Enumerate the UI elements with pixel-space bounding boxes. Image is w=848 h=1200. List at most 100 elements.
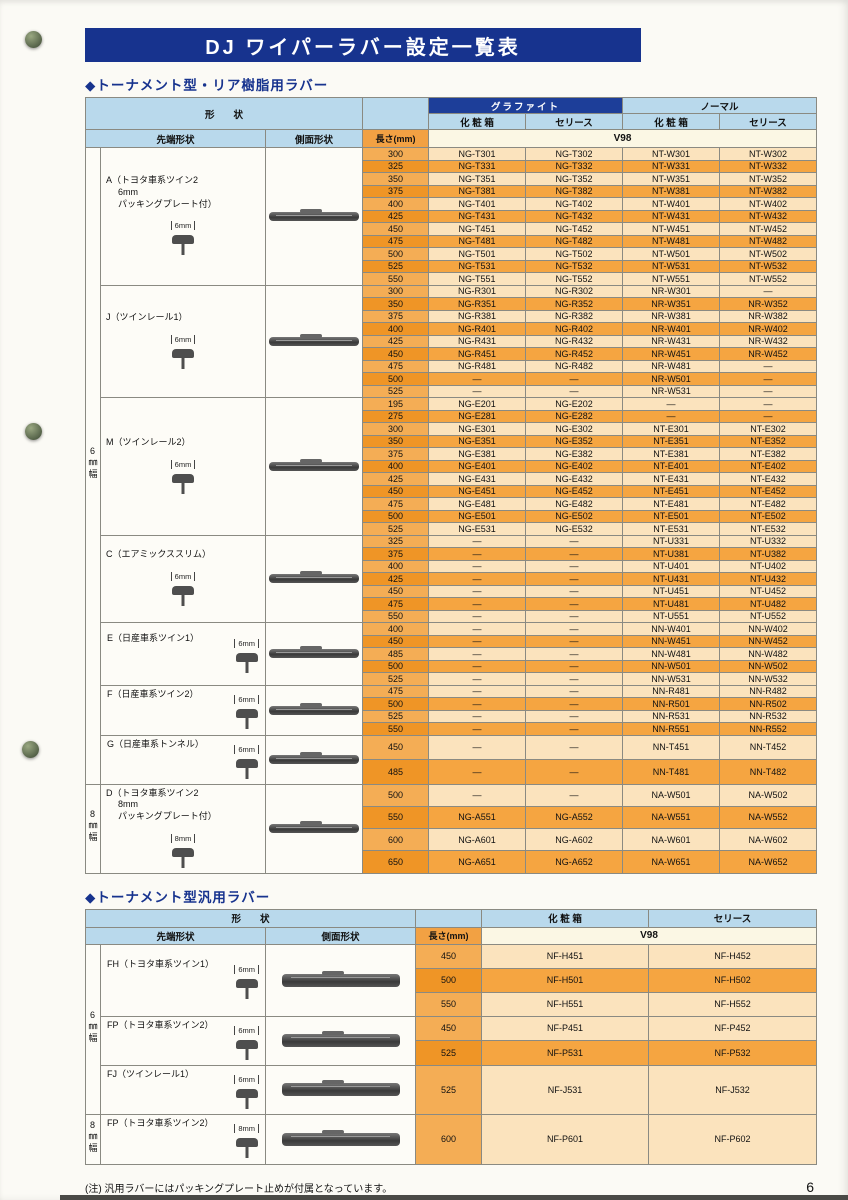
part-number-cell: NT-W351 — [622, 172, 721, 186]
length-cell: 325 — [362, 159, 430, 173]
table-row: 350 NG-R351 NG-R352 NR-W351 NR-W352 — [86, 297, 818, 311]
part-number-cell: NF-H502 — [648, 967, 818, 993]
tip-width-dimension: 6mm — [170, 572, 196, 582]
tip-shape-content: D（トヨタ車系ツイン2 8mm パッキングプレート付） 8mm — [102, 785, 265, 872]
part-number-cell: NT-U382 — [719, 547, 818, 561]
group-label-line: J（ツインレール1） — [106, 311, 188, 322]
part-number-cell: NG-T432 — [525, 209, 624, 223]
part-number-cell: — — [428, 672, 527, 686]
part-number-cell: — — [525, 647, 624, 661]
table-row: F（日産車系ツイン2） 6mm 475— — NN-R481 NN-R482 — [86, 684, 818, 736]
length-cell: 475 — [362, 359, 430, 373]
part-number-cell: — — [428, 647, 527, 661]
group-label-line: M（ツインレール2） — [106, 436, 191, 447]
part-number-cell: — — [428, 697, 527, 711]
length-cell: 475 — [362, 597, 430, 611]
part-number-cell: — — [525, 534, 624, 548]
part-number-cell: NG-T431 — [428, 209, 527, 223]
length-cell: 525 — [362, 259, 430, 273]
length-cell: 475 — [362, 684, 430, 698]
group-label-line: D（トヨタ車系ツイン2 — [106, 787, 199, 798]
graphite-box-header: 化 粧 箱 — [428, 113, 527, 130]
page-footer: (注) 汎用ラバーにはパッキングプレート止めが付属となっています。 6 — [85, 1179, 816, 1195]
part-number-cell: NT-W552 — [719, 272, 818, 286]
part-number-cell: NG-E381 — [428, 447, 527, 461]
part-number-cell: NT-W382 — [719, 184, 818, 198]
length-cell: 500 — [362, 783, 430, 807]
length-cell: 350 — [362, 434, 430, 448]
part-number-cell: NT-W531 — [622, 259, 721, 273]
part-number-cell: NT-U332 — [719, 534, 818, 548]
table-row: 425— — NT-U431 NT-U432 — [86, 572, 818, 586]
part-number-cell: NG-R382 — [525, 309, 624, 323]
part-number-cell: — — [428, 372, 527, 386]
part-number-cell: NT-W432 — [719, 209, 818, 223]
table-row: 400 NG-T401 NG-T402 NT-W401 NT-W402 — [86, 197, 818, 211]
binder-hole — [22, 741, 39, 758]
part-number-cell: NT-W332 — [719, 159, 818, 173]
wiper-side-profile-icon — [269, 458, 359, 471]
length-cell: 300 — [362, 284, 430, 298]
part-number-cell: NR-W531 — [622, 384, 721, 398]
length-cell: 350 — [362, 172, 430, 186]
side-shape-cell — [264, 1113, 417, 1165]
part-number-cell: NN-R481 — [622, 684, 721, 698]
group-label-line: G（日産車系トンネル） — [107, 738, 204, 749]
part-number-cell: NN-W532 — [719, 672, 818, 686]
normal-header: ノーマル — [622, 97, 818, 114]
part-number-cell: NR-W382 — [719, 309, 818, 323]
table-row: 375 NG-T381 NG-T382 NT-W381 NT-W382 — [86, 184, 818, 198]
rear-resin-rubber-table: 形 状 グラファイト ノーマル 化 粧 箱 セリース 化 粧 箱 セリース 先端… — [84, 97, 818, 874]
part-number-cell: NT-U551 — [622, 609, 721, 623]
part-number-cell: NG-R352 — [525, 297, 624, 311]
length-cell: 195 — [362, 397, 430, 411]
group-label: J（ツインレール1） — [106, 312, 260, 324]
part-number-cell: NT-E452 — [719, 484, 818, 498]
part-number-cell: NF-H501 — [481, 967, 650, 993]
length-cell: 525 — [362, 522, 430, 536]
part-number-cell: NT-E531 — [622, 522, 721, 536]
length-cell: 450 — [362, 347, 430, 361]
part-number-cell: NT-E352 — [719, 434, 818, 448]
tip-width-dimension: 6mm — [234, 638, 259, 648]
tip-shape-cell: A（トヨタ車系ツイン2 6mm パッキングプレート付） 6mm — [100, 147, 266, 286]
part-number-cell: NG-E482 — [525, 497, 624, 511]
table-row: 6㎜幅 A（トヨタ車系ツイン2 6mm パッキングプレート付） 6mm 300 NG-T30… — [85, 147, 818, 785]
table-row: 525 NG-E531 NG-E532 NT-E531 NT-E532 — [86, 522, 818, 536]
tip-shape-cell: FJ（ツインレール1） 6mm — [100, 1064, 266, 1115]
part-number-cell: NG-T302 — [525, 147, 624, 161]
binder-hole — [25, 423, 42, 440]
part-number-cell: — — [525, 384, 624, 398]
part-number-cell: — — [428, 622, 527, 636]
tip-shape-content: FH（トヨタ車系ツイン1） 6mm — [102, 956, 265, 1004]
length-cell: 550 — [362, 609, 430, 623]
part-number-cell: NA-W601 — [622, 828, 721, 852]
part-number-cell: NA-W552 — [719, 805, 818, 830]
part-number-cell: NT-W451 — [622, 222, 721, 236]
part-number-cell: — — [719, 359, 818, 373]
length-cell: 485 — [362, 647, 430, 661]
tip-shape-cell: J（ツインレール1） 6mm — [100, 284, 266, 398]
part-number-cell: NF-P601 — [481, 1113, 650, 1165]
table-row: 325 NG-T331 NG-T332 NT-W331 NT-W332 — [86, 159, 818, 173]
wiper-tip-profile-icon — [235, 1039, 258, 1049]
part-number-cell: NG-E401 — [428, 459, 527, 473]
part-number-cell: — — [525, 759, 624, 785]
width-band-cell: 8㎜幅 — [85, 783, 101, 874]
part-number-cell: NG-T452 — [525, 222, 624, 236]
tip-shape-content: F（日産車系ツイン2） 6mm — [102, 686, 265, 734]
length-cell: 500 — [415, 967, 483, 993]
width-band-label: 8㎜幅 — [87, 809, 98, 844]
part-number-cell: NG-T402 — [525, 197, 624, 211]
part-number-cell: NT-E351 — [622, 434, 721, 448]
part-number-cell: NG-R381 — [428, 309, 527, 323]
length-cell: 375 — [362, 447, 430, 461]
part-number-cell: NF-J531 — [481, 1064, 650, 1115]
table-row: 600 NG-A601 NG-A602 NA-W601 NA-W602 — [86, 828, 818, 852]
part-number-cell: NT-W532 — [719, 259, 818, 273]
tip-shape-content: FP（トヨタ車系ツイン2） 6mm — [102, 1017, 265, 1064]
length-cell: 275 — [362, 409, 430, 423]
wiper-tip-profile-icon — [172, 348, 194, 358]
table-row: 500— — NN-R501 NN-R502 — [86, 697, 818, 711]
